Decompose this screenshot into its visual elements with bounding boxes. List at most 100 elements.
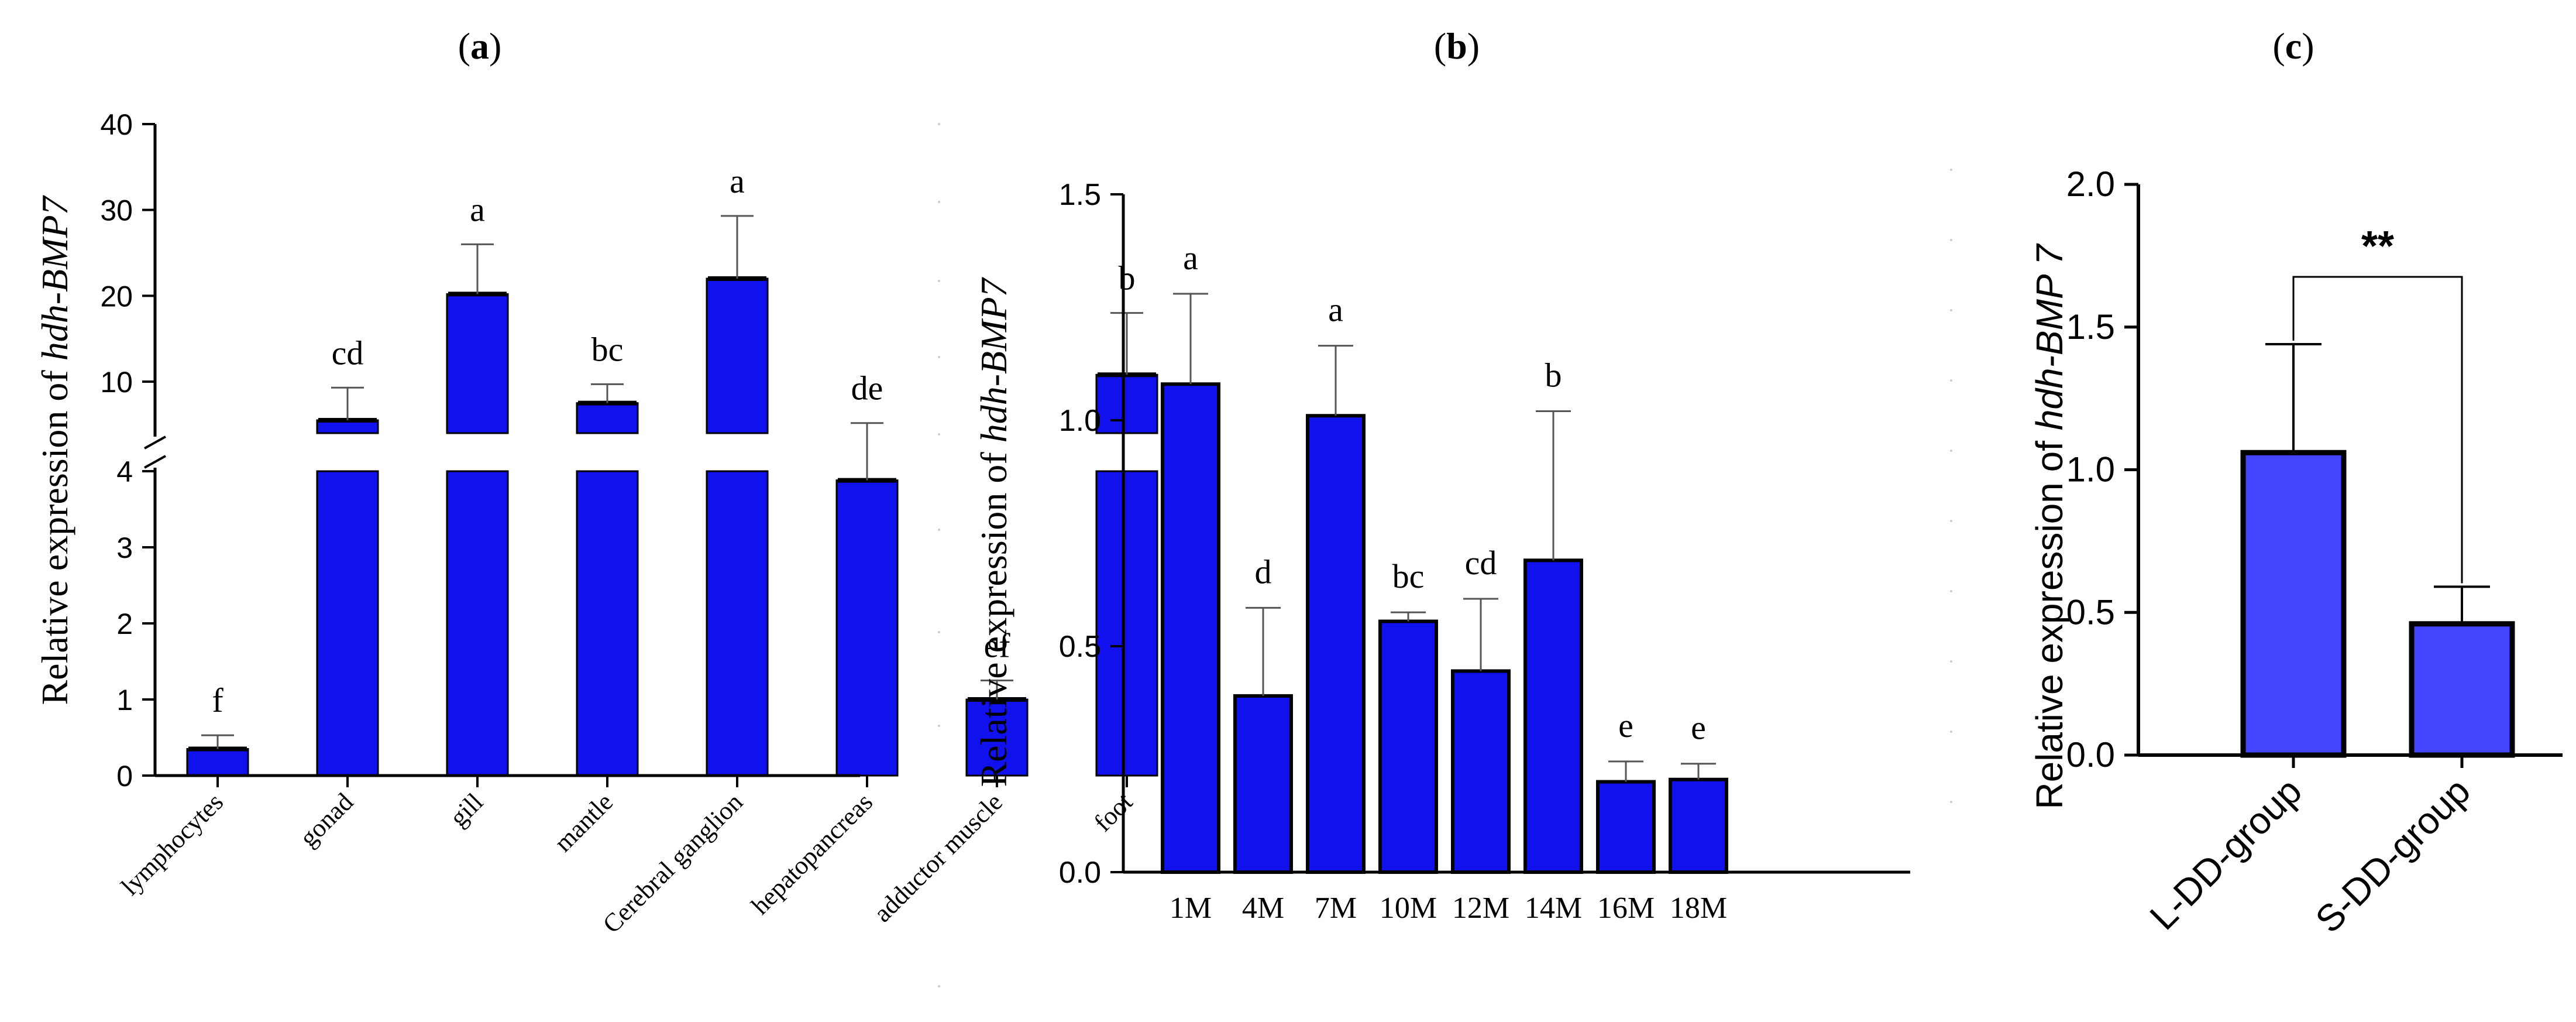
- grid-dot: [1950, 379, 1952, 382]
- y-tick-label-a-upper-3: 40: [100, 108, 133, 141]
- bar-a-3-upper: [576, 402, 639, 434]
- bar-a-4-lower: [706, 470, 769, 777]
- panel-c-bars: [2240, 450, 2515, 758]
- panel-a-ylabel-gene: hdh-BMP7: [34, 194, 75, 361]
- bar-b-2: [1306, 414, 1366, 874]
- grid-dot: [938, 631, 940, 633]
- sig-label-a-0: f: [212, 681, 223, 719]
- bar-b-0: [1161, 382, 1220, 874]
- panel-c-ylabel-prefix: Relative expression of: [2028, 430, 2071, 809]
- bar-a-7-upper: [1095, 373, 1158, 434]
- grid-dot: [1950, 731, 1952, 733]
- y-tick-label-c-1: 0.5: [2066, 592, 2115, 632]
- bar-b-3: [1378, 619, 1438, 874]
- bar-c-1: [2409, 621, 2515, 758]
- bar-b-5: [1523, 558, 1583, 874]
- grid-dot: [938, 433, 940, 435]
- grid-dot: [938, 201, 940, 203]
- bar-a-7-lower: [1095, 470, 1158, 777]
- sig-label-b-3: bc: [1392, 557, 1425, 595]
- panel-b-ylabel-prefix: Relative expression of: [973, 443, 1014, 787]
- panel-c-error-bars: [2265, 343, 2490, 624]
- grid-dot: [938, 356, 940, 358]
- y-tick-label-a-upper-1: 20: [100, 280, 133, 313]
- x-tick-label-b-0: 1M: [1170, 891, 1212, 925]
- bar-a-3-lower: [576, 470, 639, 777]
- significance-label: **: [2361, 223, 2394, 270]
- grid-dot: [938, 985, 940, 987]
- y-tick-label-a-lower-1: 1: [116, 684, 133, 716]
- x-tick-label-b-3: 10M: [1380, 891, 1437, 925]
- sig-label-b-4: cd: [1465, 544, 1497, 582]
- panel-b: (b) Relative expression of hdh-BMP7 a 1M d…: [973, 25, 1952, 925]
- x-tick-label-b-2: 7M: [1315, 891, 1357, 925]
- sig-label-a-5: de: [851, 369, 883, 407]
- x-tick-label-c-0: L-DD-group: [2142, 770, 2310, 938]
- bar-b-7: [1669, 777, 1728, 874]
- panel-a-error-bars: [201, 215, 1143, 749]
- bar-a-1-lower: [316, 470, 379, 777]
- x-tick-label-a-7: foot: [1088, 787, 1138, 837]
- bar-a-2-upper: [446, 293, 509, 434]
- panel-a-title: (a): [458, 25, 502, 67]
- significance-bracket: [2292, 276, 2463, 584]
- panel-c: (c) Relative expression of hdh-BMP 7 L-D…: [2028, 25, 2563, 941]
- panel-b-grid-marks: [1950, 169, 1952, 803]
- grid-dot: [938, 529, 940, 531]
- y-tick-label-a-lower-4: 4: [116, 455, 133, 488]
- bar-a-0: [186, 748, 249, 777]
- bar-a-4-upper: [706, 277, 769, 434]
- panel-b-title: (b): [1434, 25, 1480, 67]
- sig-label-a-6: ef: [983, 627, 1010, 665]
- sig-label-a-7: b: [1119, 259, 1136, 297]
- x-tick-label-a-3: mantle: [549, 787, 618, 857]
- x-tick-label-b-1: 4M: [1242, 891, 1284, 925]
- bar-b-1: [1233, 694, 1293, 874]
- grid-dot: [938, 123, 940, 125]
- panel-b-labels: a 1M d 4M a 7M bc 10M cd 12M b 14M e 16M e 18M 0.0 0.5 1.0…: [1059, 178, 1727, 925]
- grid-dot: [1950, 520, 1952, 522]
- y-tick-label-b-2: 1.0: [1059, 404, 1101, 438]
- x-tick-label-b-5: 14M: [1525, 891, 1582, 925]
- bar-c-0: [2240, 450, 2347, 758]
- bar-b-4: [1451, 669, 1511, 874]
- y-tick-label-a-upper-2: 30: [100, 194, 133, 227]
- x-tick-label-b-7: 18M: [1670, 891, 1727, 925]
- y-tick-label-b-0: 0.0: [1059, 856, 1101, 890]
- sig-label-a-4: a: [730, 162, 745, 200]
- grid-dot: [1950, 590, 1952, 592]
- bar-b-6: [1596, 780, 1656, 874]
- x-tick-label-b-6: 16M: [1597, 891, 1655, 925]
- sig-label-b-2: a: [1328, 291, 1343, 329]
- grid-dot: [938, 280, 940, 282]
- x-tick-label-a-5: hepatopancreas: [746, 787, 878, 920]
- sig-label-a-2: a: [470, 190, 485, 228]
- x-tick-label-a-6: adductor muscle: [868, 787, 1008, 927]
- y-tick-label-c-4: 2.0: [2066, 164, 2115, 204]
- bar-a-5: [835, 479, 899, 777]
- grid-dot: [938, 725, 940, 727]
- sig-label-b-5: b: [1545, 356, 1562, 395]
- y-tick-label-c-2: 1.0: [2066, 450, 2115, 489]
- axis-break-mark: [144, 435, 166, 450]
- panel-c-ylabel-gene: hdh-BMP 7: [2028, 243, 2071, 430]
- panel-c-axes: [2124, 183, 2563, 768]
- x-tick-label-c-1: S-DD-group: [2307, 770, 2478, 941]
- y-tick-label-a-lower-3: 3: [116, 531, 133, 564]
- panel-a-grid-marks: [938, 123, 940, 987]
- panel-b-error-bars: [1173, 293, 1716, 782]
- sig-label-b-7: e: [1691, 709, 1706, 747]
- x-tick-label-a-0: lymphocytes: [115, 787, 229, 901]
- bar-a-2-lower: [446, 470, 509, 777]
- panel-a-ylabel: Relative expression of hdh-BMP7: [34, 194, 75, 705]
- panel-c-ylabel: Relative expression of hdh-BMP 7: [2028, 243, 2071, 810]
- sig-label-a-3: bc: [591, 330, 624, 368]
- panel-b-bars: [1161, 382, 1728, 874]
- y-tick-label-c-0: 0.0: [2066, 735, 2115, 774]
- grid-dot: [1950, 660, 1952, 663]
- y-tick-label-b-3: 1.5: [1059, 178, 1101, 212]
- panel-b-ylabel: Relative expression of hdh-BMP7: [973, 276, 1014, 787]
- axis-break-mark: [144, 455, 166, 469]
- grid-dot: [1950, 169, 1952, 171]
